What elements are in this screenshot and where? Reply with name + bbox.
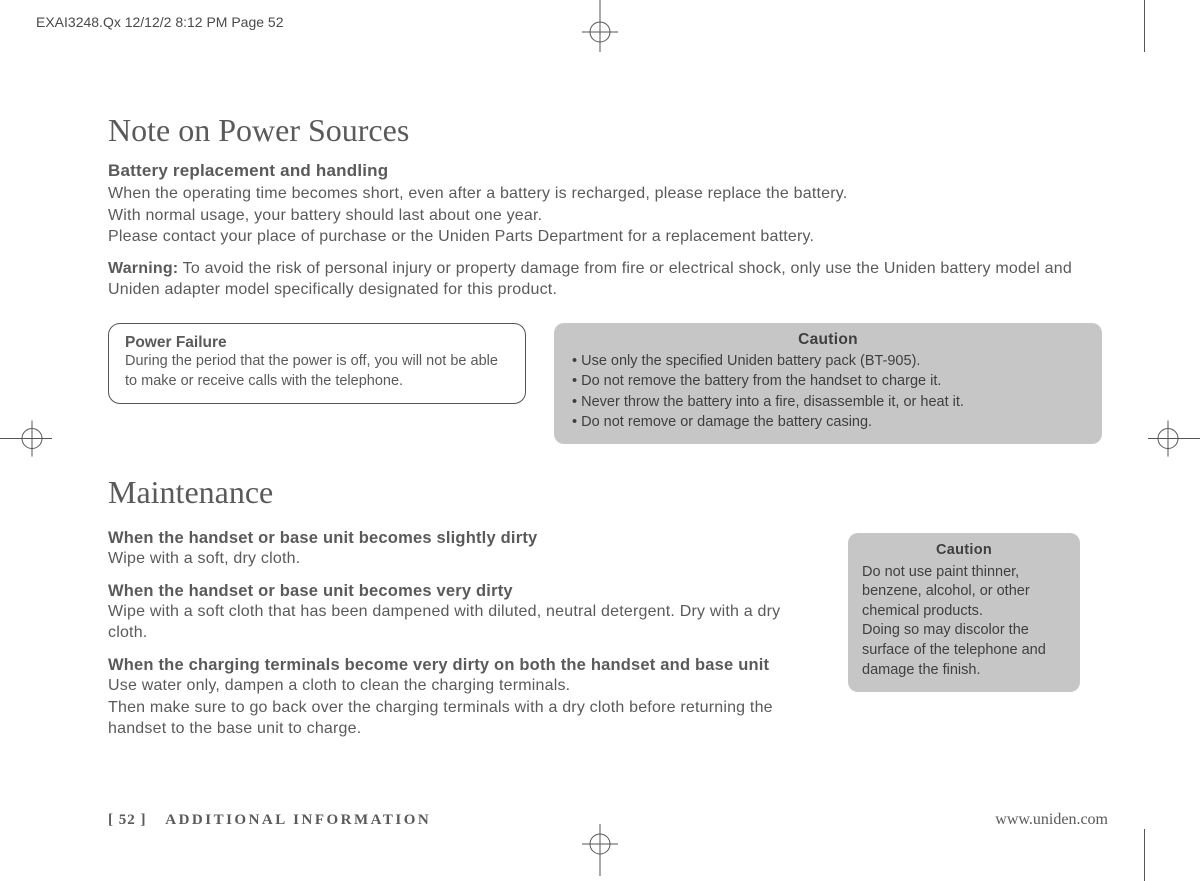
caution-list: Use only the specified Uniden battery pa… [572,351,1084,432]
crop-mark-icon [1144,0,1145,52]
subheading-battery: Battery replacement and handling [108,161,1108,181]
body-paragraph: Use water only, dampen a cloth to clean … [108,675,808,697]
maintenance-subheading: When the charging terminals become very … [108,656,808,675]
body-paragraph: Wipe with a soft, dry cloth. [108,548,808,570]
maintenance-text-column: When the handset or base unit becomes sl… [108,529,808,740]
caution-side-title: Caution [862,541,1066,561]
page-footer: [ 52 ] ADDITIONAL INFORMATION www.uniden… [108,811,1108,829]
warning-label: Warning: [108,260,178,277]
section-title-power: Note on Power Sources [108,112,1108,149]
registration-mark-right-icon [1148,416,1200,465]
footer-left: [ 52 ] ADDITIONAL INFORMATION [108,812,431,829]
section-title-maintenance: Maintenance [108,474,1108,511]
body-paragraph: With normal usage, your battery should l… [108,205,1108,227]
caution-item: Use only the specified Uniden battery pa… [572,351,1084,371]
registration-mark-left-icon [0,416,52,465]
warning-paragraph: Warning: To avoid the risk of personal i… [108,258,1108,301]
body-paragraph: Wipe with a soft cloth that has been dam… [108,601,808,644]
body-paragraph: When the operating time becomes short, e… [108,183,1108,205]
registration-mark-bottom-icon [578,824,622,881]
caution-callout: Caution Use only the specified Uniden ba… [554,323,1102,444]
power-failure-title: Power Failure [125,334,509,352]
caution-item: Never throw the battery into a fire, dis… [572,392,1084,412]
caution-title: Caution [572,331,1084,349]
maintenance-subheading: When the handset or base unit becomes ve… [108,582,808,601]
registration-mark-top-icon [578,0,622,57]
page-content: Note on Power Sources Battery replacemen… [108,112,1108,740]
print-job-header: EXAI3248.Qx 12/12/2 8:12 PM Page 52 [36,14,284,30]
power-failure-callout: Power Failure During the period that the… [108,323,526,404]
power-failure-body: During the period that the power is off,… [125,352,509,391]
body-paragraph: Then make sure to go back over the charg… [108,697,808,740]
caution-side-body: Do not use paint thinner, benzene, alcoh… [862,564,1046,678]
page-number: [ 52 ] [108,812,147,828]
body-paragraph: Please contact your place of purchase or… [108,226,1108,248]
caution-item: Do not remove or damage the battery casi… [572,412,1084,432]
crop-mark-icon [1144,829,1145,881]
warning-body: To avoid the risk of personal injury or … [108,260,1072,299]
caution-item: Do not remove the battery from the hands… [572,371,1084,391]
footer-url: www.uniden.com [995,811,1108,829]
maintenance-subheading: When the handset or base unit becomes sl… [108,529,808,548]
caution-side-callout: Caution Do not use paint thinner, benzen… [848,533,1080,692]
footer-section-label: ADDITIONAL INFORMATION [165,812,431,828]
